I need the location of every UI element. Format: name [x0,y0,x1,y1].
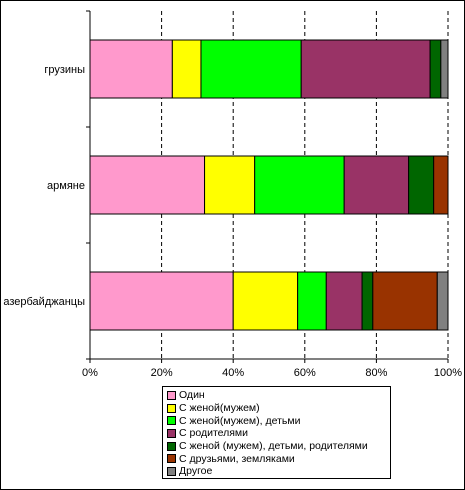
legend-item: С женой (мужем), детьми, родителями [167,440,390,453]
x-tick-label: 60% [294,367,316,379]
bar-segment [200,39,302,99]
chart-legend: Один С женой(мужем) С женой(мужем), детьми… [162,386,391,479]
legend-label: С друзьями, земляками [179,452,295,465]
legend-label: С женой (мужем), детьми, родителями [179,440,368,453]
legend-swatch [167,416,176,426]
legend-swatch [167,441,176,451]
bar-segment [89,39,173,99]
bar-segment [254,155,345,215]
legend-item: С женой(мужем) [167,402,390,415]
bar-segment [440,39,449,99]
bar-segment [204,155,256,215]
x-tick-label: 40% [222,367,244,379]
bar-segment [361,271,374,331]
bar-segment [433,155,449,215]
legend-swatch [167,390,176,400]
category-label: армяне [47,180,85,192]
legend-swatch [167,428,176,438]
bar-segment [232,271,299,331]
bar-segment [325,271,363,331]
bar-segment [343,155,410,215]
legend-swatch [167,454,176,464]
x-tick-label: 100% [434,367,462,379]
x-tick-label: 80% [365,367,387,379]
chart-plot: грузины армяне азербайджанцы 0% 20% 40% 60% 80%… [3,10,462,379]
legend-item: Один [167,389,390,402]
legend-item: С родителями [167,427,390,440]
legend-item: С друзьями, земляками [167,452,390,465]
bar-segment [89,155,206,215]
bar-segment [300,39,431,99]
legend-label: С женой(мужем), детьми [179,414,301,427]
x-tick-label: 0% [82,367,98,379]
bar-segment [408,155,435,215]
bar-segment [372,271,438,331]
legend-item: Другое [167,465,390,478]
legend-label: С женой(мужем) [179,402,260,415]
bar-segment [297,271,327,331]
legend-label: Один [179,389,205,402]
legend-label: Другое [179,465,213,478]
bar-segment [171,39,202,99]
bar-segment [436,271,449,331]
category-label: азербайджанцы [3,296,85,308]
category-label: грузины [44,64,85,76]
legend-label: С родителями [179,427,249,440]
legend-swatch [167,466,176,476]
bar-segment [429,39,442,99]
legend-item: С женой(мужем), детьми [167,414,390,427]
legend-swatch [167,403,176,413]
x-tick-label: 20% [151,367,173,379]
bar-segment [89,271,234,331]
